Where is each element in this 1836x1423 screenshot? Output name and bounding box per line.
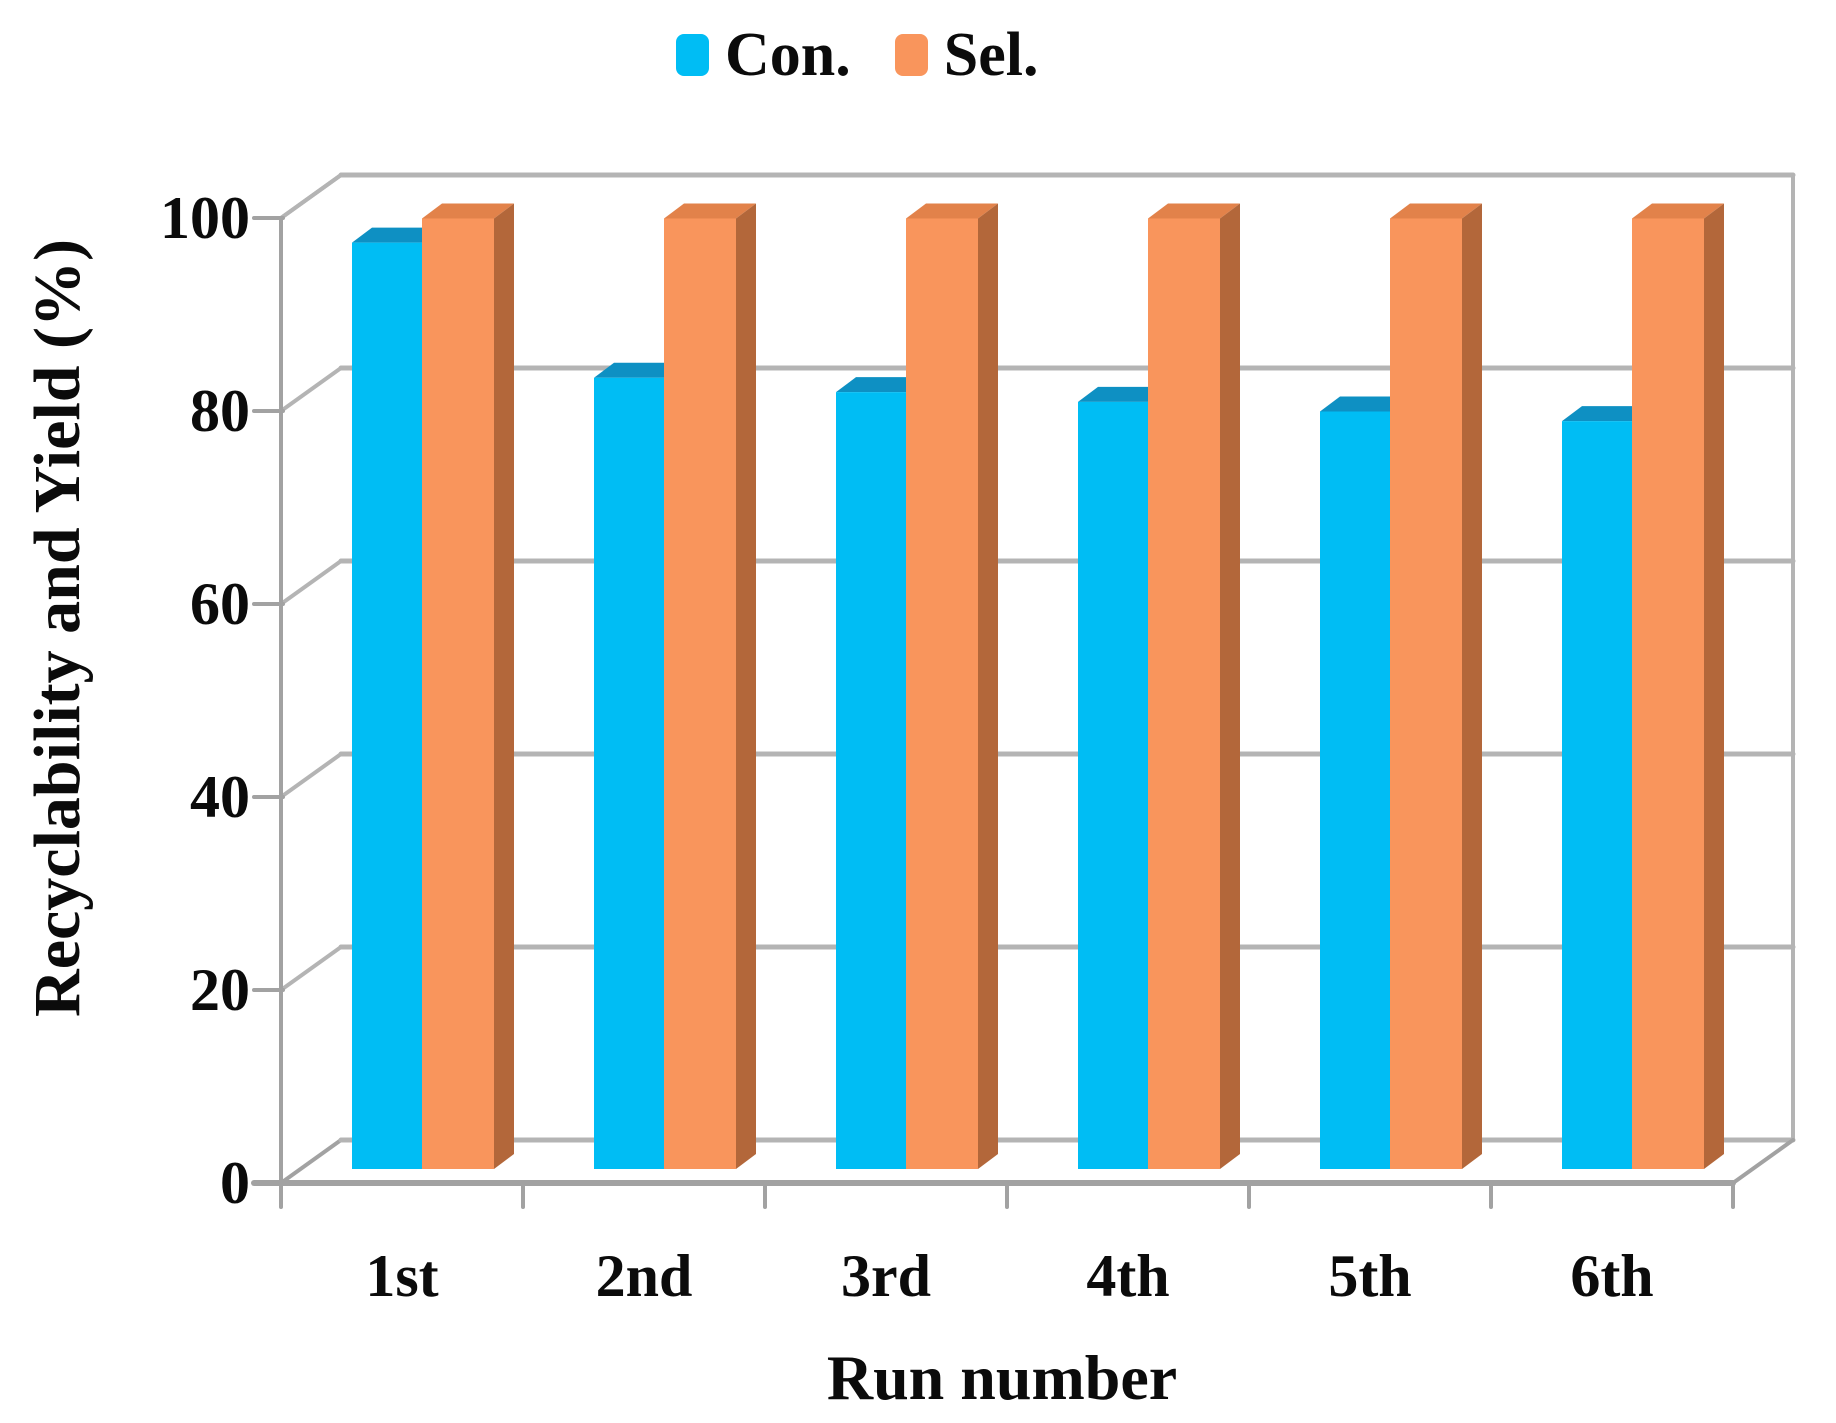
y-tick-label-0: 0 [220,1150,250,1216]
y-tick-label-80: 80 [190,378,250,444]
category-label-2nd: 2nd [595,1243,693,1309]
gridline-connector-20 [279,945,343,992]
bar-sel-1st-front [422,218,494,1170]
category-label-4th: 4th [1086,1243,1170,1309]
bar-sel-6th-front [1632,218,1704,1170]
y-tick-label-100: 100 [160,185,250,251]
gridline-connector-40 [279,752,343,799]
bar-con-3rd-front [836,392,906,1169]
bar-sel-1st-side [494,203,514,1170]
bar-con-5th-top [1320,396,1410,412]
bar-sel-2nd-front [664,218,736,1170]
legend-swatch-sel-icon [894,34,928,76]
bar-sel-4th-top [1148,203,1240,219]
y-tick-label-40: 40 [190,764,250,830]
bar-sel-4th-side [1220,203,1240,1170]
bar-sel-4th-front [1148,218,1220,1170]
gridline-connector-80 [279,366,343,413]
category-label-5th: 5th [1328,1243,1412,1309]
bar-con-6th-front [1562,421,1632,1169]
bar-con-4th-front [1078,401,1148,1169]
gridline-connector-60 [279,559,343,606]
legend: Con. Sel. [676,24,1039,86]
legend-item-sel: Sel. [894,21,1039,89]
bar-con-1st-front [352,242,422,1170]
bar-con-4th-top [1078,386,1168,402]
bar-con-2nd-top [594,362,684,378]
bar-sel-6th-top [1632,203,1724,219]
legend-label-con: Con. [725,21,851,89]
floor-right-edge [1731,1138,1795,1185]
bar-sel-2nd-side [736,203,756,1170]
bar-sel-3rd-side [978,203,998,1170]
bar-sel-6th-side [1704,203,1724,1170]
bar-sel-3rd-front [906,218,978,1170]
bar-con-2nd-front [594,377,664,1169]
bar-sel-5th-front [1390,218,1462,1170]
bar-con-1st-top [352,227,442,243]
bar-sel-2nd-top [664,203,756,219]
category-label-3rd: 3rd [841,1243,931,1309]
bar-sel-1st-top [422,203,514,219]
bar-con-3rd-top [836,377,926,393]
bar-con-6th-top [1562,406,1652,422]
bar-sel-5th-top [1390,203,1482,219]
legend-item-con: Con. [676,24,851,86]
category-label-6th: 6th [1570,1243,1654,1309]
category-label-1st: 1st [365,1243,439,1309]
bar-sel-3rd-top [906,203,998,219]
bar-sel-5th-side [1462,203,1482,1170]
y-tick-label-20: 20 [190,957,250,1023]
legend-label-sel: Sel. [943,21,1039,89]
legend-swatch-con-icon [676,34,709,76]
floor-left-edge [279,1138,343,1185]
bar-con-5th-front [1320,411,1390,1170]
x-axis-title: Run number [826,1342,1178,1413]
y-tick-label-60: 60 [190,571,250,637]
gridline-connector-100 [279,173,343,220]
